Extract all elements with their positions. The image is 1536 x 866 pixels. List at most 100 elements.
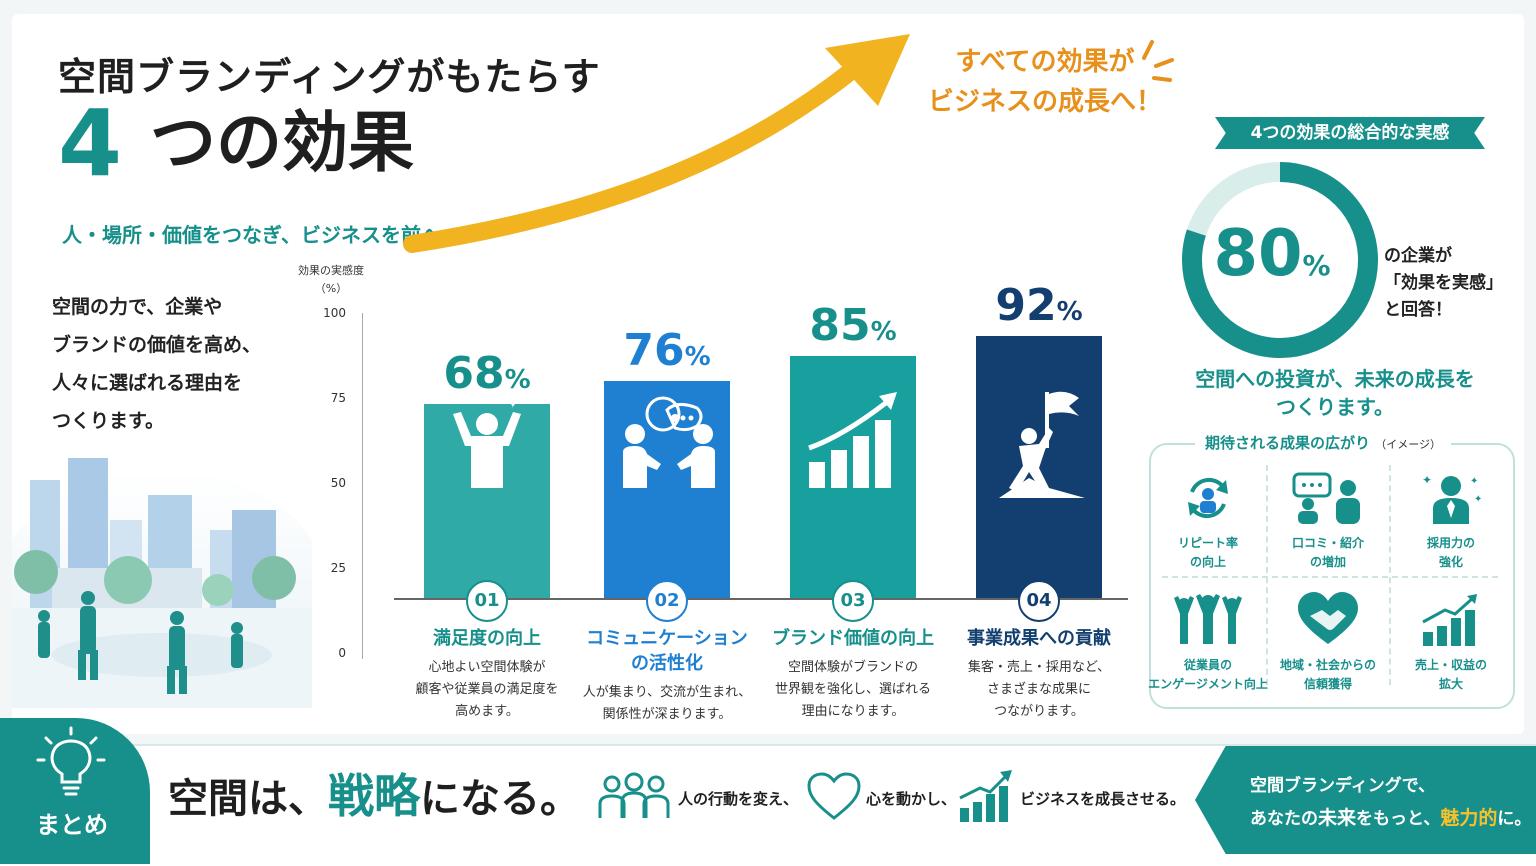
bar-category-title: 満足度の向上 <box>384 626 590 651</box>
cta-highlight: 魅力的 <box>1440 807 1498 829</box>
footer-item-business: ビジネスを成長させる。 <box>1020 790 1186 808</box>
result-item-trust: 地域・社会からの 信頼獲得 <box>1268 592 1388 694</box>
y-tick-label: 50 <box>330 476 346 490</box>
cta-line-1: 空間ブランディングで、 <box>1250 776 1436 796</box>
city-illustration <box>12 458 312 708</box>
lightbulb-icon <box>36 726 106 796</box>
result-item-engagement: 従業員の エンゲージメント向上 <box>1148 592 1268 694</box>
bar-title-line: 満足度の向上 <box>433 628 541 649</box>
expected-title-text: 期待される成果の広がり <box>1205 434 1371 452</box>
title-line-2: つの効果 <box>150 104 414 181</box>
handshake-heart-icon <box>1298 592 1358 644</box>
bar-title-line: コミュニケーション <box>586 628 748 649</box>
bar-description: 心地よい空間体験が 顧客や従業員の満足度を 高めます。 <box>384 657 590 723</box>
bar-value-unit: % <box>684 342 711 373</box>
bar-value-label: 68% <box>414 352 560 396</box>
bar-number-badge: 04 <box>1018 580 1060 622</box>
result-label: 拡大 <box>1438 677 1463 691</box>
bar-description-line: 心地よい空間体験が <box>428 660 546 675</box>
x-baseline <box>394 598 1128 600</box>
sales-growth-icon <box>1422 594 1477 646</box>
ring-chart <box>1182 162 1378 358</box>
y-axis-line <box>362 313 363 659</box>
ring-unit: % <box>1302 249 1331 282</box>
person-cheering-icon: ✦ ✦ ✦ <box>437 388 537 508</box>
result-label: 売上・収益の <box>1414 658 1487 672</box>
bar-value-label: 76% <box>594 329 740 373</box>
arrow-callout-line: ビジネスの成長へ！ <box>927 87 1162 117</box>
bar-description-line: 世界観を強化し、選ばれる <box>774 682 931 697</box>
investment-message: 空間への投資が、未来の成長を つくります。 <box>1160 365 1510 421</box>
arrow-callout: すべての効果が ビジネスの成長へ！ <box>900 42 1190 122</box>
expected-title-note: （イメージ） <box>1375 438 1442 451</box>
strategy-pre: 空間は、 <box>168 776 328 822</box>
y-tick-label: 0 <box>338 646 346 660</box>
bar-number-badge: 01 <box>466 580 508 622</box>
y-axis-title-line: （%） <box>314 282 348 295</box>
cta-part: をもっと、 <box>1356 809 1441 829</box>
result-label: リピート率 <box>1177 536 1238 550</box>
grid-divider <box>1389 465 1392 685</box>
ring-note-line: 「効果を実感」 <box>1384 273 1503 293</box>
ring-note-line: と回答！ <box>1384 300 1452 320</box>
bar-value-number: 92 <box>995 279 1057 331</box>
strategy-message: 空間は、戦略になる。 <box>168 760 580 826</box>
people-group-icon <box>598 772 670 818</box>
overall-ribbon: 4つの効果の総合的な実感 <box>1215 117 1485 149</box>
svg-text:✦: ✦ <box>1470 476 1478 487</box>
intro-line: つくります。 <box>52 410 165 432</box>
result-label: の増加 <box>1309 555 1346 569</box>
result-item-sales: 売上・収益の 拡大 <box>1391 592 1511 694</box>
bar-description-line: 人が集まり、交流が生まれ、 <box>582 685 752 700</box>
cta-part: あなたの <box>1250 809 1318 829</box>
ring-note-line: の企業が <box>1384 246 1452 266</box>
cta-part: に。 <box>1497 809 1532 829</box>
investment-line: つくります。 <box>1276 395 1394 419</box>
bar-description: 人が集まり、交流が生まれ、 関係性が深まります。 <box>564 682 770 726</box>
y-axis-title: 効果の実感度 （%） <box>296 262 366 298</box>
result-label: 従業員の <box>1183 658 1232 672</box>
svg-text:✦: ✦ <box>1474 494 1482 505</box>
cta-line-2: あなたの未来をもっと、魅力的に。 <box>1250 802 1531 835</box>
svg-text:✦: ✦ <box>507 396 519 412</box>
title-big-number: 4 <box>58 90 123 197</box>
result-item-repeat: リピート率 の向上 <box>1148 470 1268 572</box>
y-axis-title-line: 効果の実感度 <box>298 264 364 277</box>
bar-value-number: 68 <box>443 348 505 400</box>
result-label: 信頼獲得 <box>1303 677 1352 691</box>
bar-description-line: 高めます。 <box>455 704 519 719</box>
result-label: 地域・社会からの <box>1279 658 1376 672</box>
result-label: 採用力の <box>1426 536 1475 550</box>
intro-line: 空間の力で、企業や <box>52 296 223 318</box>
bar-category-title: ブランド価値の向上 <box>750 626 956 651</box>
bar-value-unit: % <box>1056 296 1083 327</box>
bar-description-line: 理由になります。 <box>801 704 905 719</box>
result-label: 強化 <box>1438 555 1463 569</box>
result-item-word-of-mouth: 口コミ・紹介 の増加 <box>1268 470 1388 572</box>
intro-line: ブランドの価値を高め、 <box>52 334 262 356</box>
footer-item-heart: 心を動かし、 <box>866 790 957 808</box>
grid-divider <box>1162 576 1498 579</box>
arrow-callout-line: すべての効果が <box>955 47 1135 77</box>
result-item-recruiting: ✦ ✦ ✦ 採用力の 強化 <box>1391 470 1511 572</box>
result-label: の向上 <box>1189 555 1226 569</box>
bar-value-number: 76 <box>623 325 685 377</box>
svg-text:✦: ✦ <box>449 389 462 408</box>
title-line-1: 空間ブランディングがもたらす <box>58 55 601 99</box>
intro-text: 空間の力で、企業や ブランドの価値を高め、 人々に選ばれる理由を つくります。 <box>52 288 312 440</box>
cta-part: 未来 <box>1318 807 1357 829</box>
bar-2 <box>604 381 730 598</box>
ring-number: 80 <box>1213 217 1303 291</box>
bar-description-line: 顧客や従業員の満足度を <box>415 682 559 697</box>
bar-value-unit: % <box>870 316 897 347</box>
ring-note: の企業が 「効果を実感」 と回答！ <box>1384 243 1503 324</box>
investment-line: 空間への投資が、未来の成長を <box>1195 367 1475 391</box>
word-of-mouth-icon <box>1292 472 1360 524</box>
bar-value-number: 85 <box>809 299 871 351</box>
growth-arrow <box>403 34 910 253</box>
bar-value-unit: % <box>504 365 531 396</box>
ring-fill <box>1182 162 1378 358</box>
cta-banner <box>1195 746 1536 854</box>
repeat-customer-icon <box>1188 477 1228 519</box>
strategy-post: になる。 <box>420 776 580 822</box>
